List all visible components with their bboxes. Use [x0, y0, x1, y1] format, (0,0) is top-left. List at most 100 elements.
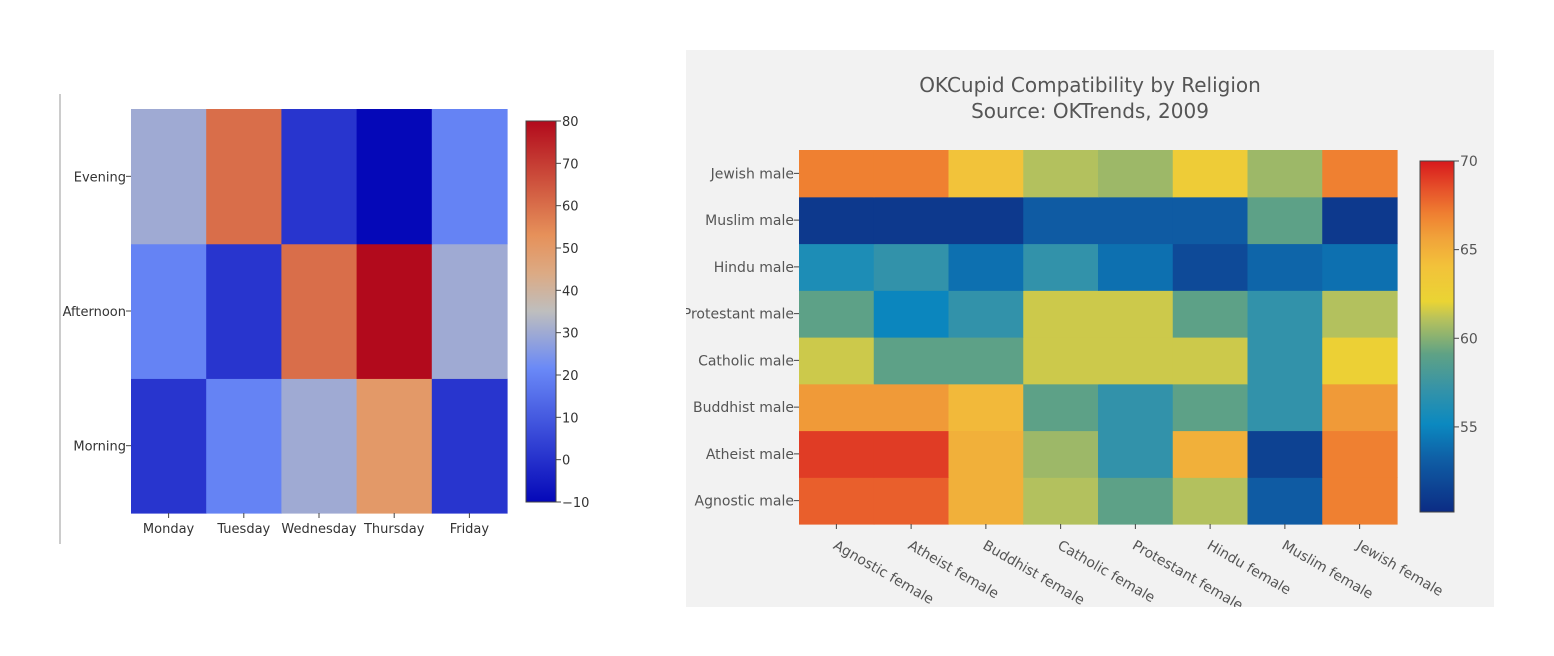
colorbar [525, 120, 557, 503]
heatmap-cell [431, 378, 508, 514]
heatmap-cell [1322, 196, 1398, 245]
heatmap-cell [1172, 290, 1249, 338]
y-tick-label: Afternoon [63, 305, 126, 320]
heatmap-cell [1322, 477, 1398, 525]
y-tick-label: Agnostic male [695, 494, 794, 510]
colorbar-tick-label: 65 [1460, 243, 1478, 259]
colorbar-tick-label: 60 [1460, 331, 1478, 347]
heatmap-cell [356, 243, 433, 379]
x-tick-label: Wednesday [281, 522, 357, 537]
heatmap-cell [131, 109, 207, 245]
heatmap-cell [799, 243, 875, 291]
colorbar-tick-label: 30 [562, 327, 579, 342]
religion-heatmap-chart: OKCupid Compatibility by ReligionSource:… [686, 50, 1494, 607]
heatmap-cell [948, 243, 1024, 291]
heatmap-cell [1322, 150, 1398, 198]
heatmap-cell [1098, 337, 1174, 385]
heatmap-cell [1247, 150, 1323, 198]
heatmap-cell [206, 109, 282, 245]
heatmap-cell [1098, 290, 1174, 338]
y-tick-label: Muslim male [705, 213, 794, 229]
heatmap-cell [948, 430, 1024, 478]
heatmap-cell [1247, 337, 1323, 385]
heatmap-cell [948, 337, 1024, 385]
heatmap-cell [948, 150, 1024, 198]
heatmap-cell [431, 109, 508, 245]
colorbar-tick-label: −10 [562, 496, 589, 511]
heatmap-cell [1098, 243, 1174, 291]
heatmap-cell [1098, 196, 1174, 245]
colorbar-tick-label: 80 [562, 115, 579, 130]
heatmap-cell [1023, 150, 1099, 198]
heatmap-cell [1322, 243, 1398, 291]
heatmap-cell [131, 243, 207, 379]
religion-heatmap-panel: OKCupid Compatibility by Religion Source:… [686, 50, 1494, 607]
heatmap-cell [1098, 150, 1174, 198]
x-tick-label: Friday [450, 522, 490, 537]
heatmap-cell [1247, 196, 1323, 245]
heatmap-cell [799, 150, 875, 198]
colorbar-tick-label: 20 [562, 369, 579, 384]
heatmap-cell [206, 378, 282, 514]
heatmap-cell [1172, 430, 1249, 478]
colorbar-tick-label: 40 [562, 284, 579, 299]
heatmap-cell [873, 196, 950, 245]
heatmap-cell [1247, 430, 1323, 478]
heatmap-cell [799, 430, 875, 478]
heatmap-cell [1023, 430, 1099, 478]
heatmap-cell [281, 378, 358, 514]
heatmap-cell [948, 383, 1024, 432]
heatmap-cell [281, 109, 358, 245]
heatmap-cell [873, 383, 950, 432]
heatmap-cell [948, 196, 1024, 245]
heatmap-cell [1098, 430, 1174, 478]
heatmap-cell [1247, 383, 1323, 432]
heatmap-cell [799, 290, 875, 338]
y-tick-label: Atheist male [706, 447, 794, 463]
heatmap-cell [1172, 477, 1249, 525]
colorbar-tick-label: 10 [562, 411, 579, 426]
colorbar-tick-label: 50 [562, 242, 579, 257]
heatmap-cell [873, 290, 950, 338]
chart-subtitle: Source: OKTrends, 2009 [971, 99, 1209, 123]
heatmap-cell [1023, 383, 1099, 432]
heatmap-cell [1172, 196, 1249, 245]
heatmap-cell [1322, 383, 1398, 432]
heatmap-cell [281, 243, 358, 379]
heatmap-cell [356, 109, 433, 245]
heatmap-cell [1322, 290, 1398, 338]
colorbar [1419, 160, 1455, 513]
heatmap-cell [1098, 477, 1174, 525]
y-tick-label: Morning [73, 440, 126, 455]
chart-title: OKCupid Compatibility by Religion [919, 73, 1261, 97]
heatmap-cell [431, 243, 508, 379]
heatmap-cell [799, 196, 875, 245]
y-tick-label: Hindu male [714, 260, 794, 276]
heatmap-cell [948, 290, 1024, 338]
heatmap-cell [873, 150, 950, 198]
heatmap-cell [1023, 477, 1099, 525]
colorbar-tick-label: 55 [1460, 420, 1478, 436]
days-heatmap-chart: Morning Afternoon Evening Monday Tuesday Wedn… [59, 94, 589, 544]
y-tick-label: Jewish male [710, 166, 794, 182]
heatmap-cell [799, 337, 875, 385]
x-tick-label: Thursday [363, 522, 425, 537]
heatmap-cell [1172, 243, 1249, 291]
heatmap-cell [873, 477, 950, 525]
heatmap-cell [1023, 337, 1099, 385]
heatmap-cell [948, 477, 1024, 525]
heatmap-cell [1247, 290, 1323, 338]
heatmap-cell [799, 383, 875, 432]
y-tick-label: Buddhist male [693, 400, 794, 416]
heatmap-cell [1172, 337, 1249, 385]
x-tick-label: Monday [143, 522, 195, 537]
heatmap-cell [873, 337, 950, 385]
heatmap-cell [873, 430, 950, 478]
heatmap-cell [206, 243, 282, 379]
heatmap-cell [1172, 383, 1249, 432]
heatmap-cell [1247, 477, 1323, 525]
y-tick-label: Protestant male [686, 307, 794, 323]
heatmap-cell [1172, 150, 1249, 198]
x-tick-label: Tuesday [216, 522, 270, 537]
